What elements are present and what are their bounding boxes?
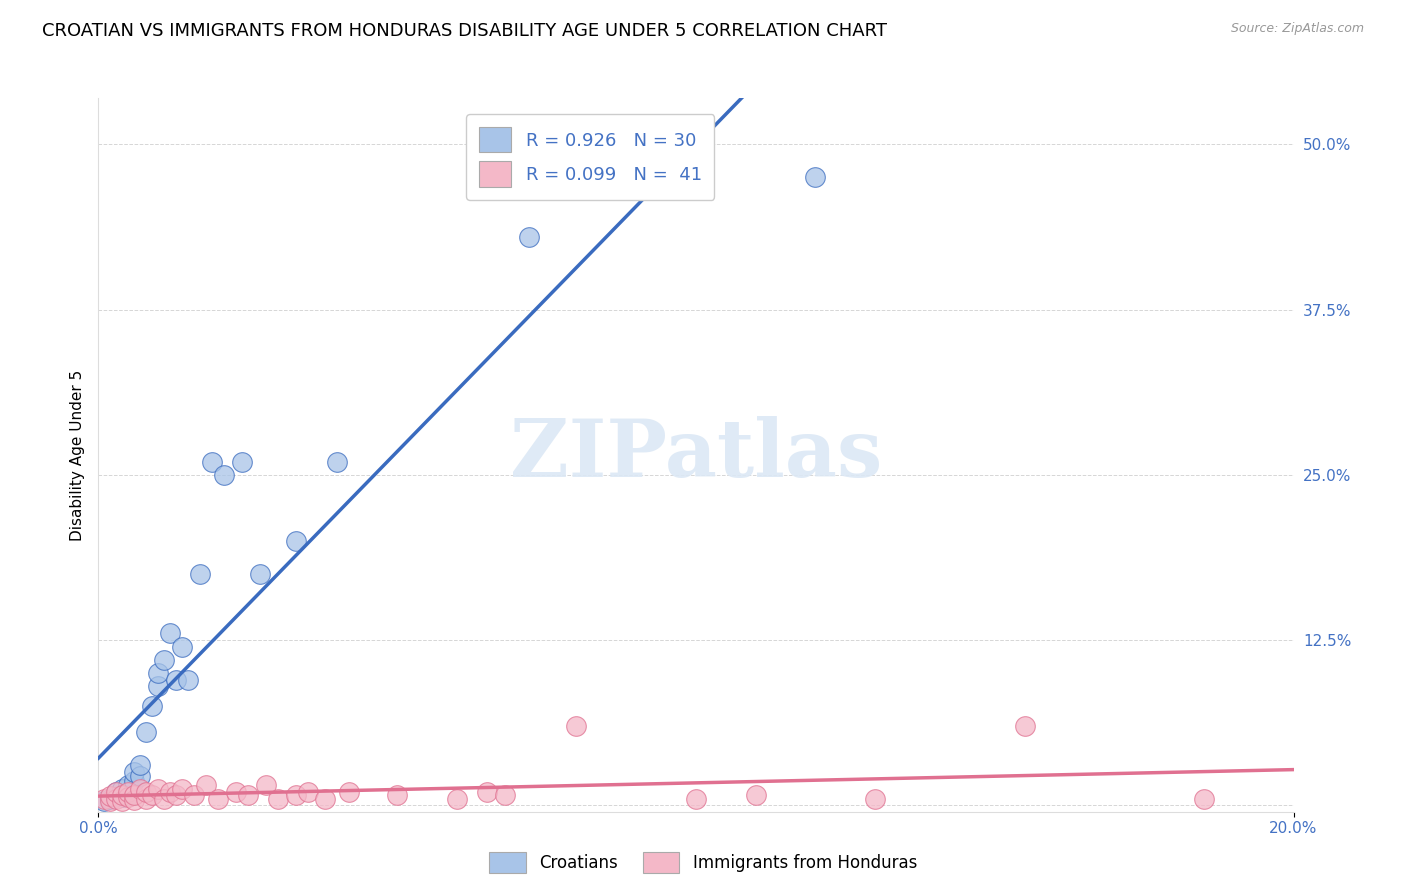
Point [159,785,181,799]
Point [201,454,224,468]
Point [225,785,247,799]
Point [315,791,337,805]
Point [124,774,146,789]
Point [93,791,115,805]
Point [165,673,187,687]
Point [1192,791,1215,805]
Point [207,791,229,805]
Legend: R = 0.926   N = 30, R = 0.099   N =  41: R = 0.926 N = 30, R = 0.099 N = 41 [465,114,714,200]
Point [172,640,194,654]
Point [165,788,187,802]
Point [124,793,146,807]
Point [111,788,134,802]
Point [326,454,349,468]
Point [254,778,277,792]
Point [129,782,152,797]
Point [111,782,134,797]
Point [172,782,194,797]
Point [267,791,290,805]
Point [117,790,139,805]
Text: ZIPatlas: ZIPatlas [510,416,882,494]
Point [141,788,163,802]
Point [98,789,122,803]
Point [153,653,176,667]
Point [183,788,205,802]
Point [135,791,157,805]
Point [236,788,259,802]
Point [117,788,139,802]
Point [475,785,498,799]
Y-axis label: Disability Age Under 5: Disability Age Under 5 [69,369,84,541]
Point [129,758,152,772]
Point [297,785,319,799]
Text: CROATIAN VS IMMIGRANTS FROM HONDURAS DISABILITY AGE UNDER 5 CORRELATION CHART: CROATIAN VS IMMIGRANTS FROM HONDURAS DIS… [42,22,887,40]
Point [212,467,235,482]
Point [745,788,768,802]
Point [93,794,115,808]
Point [153,791,176,805]
Point [249,566,271,581]
Point [1014,719,1036,733]
Point [804,170,827,185]
Point [117,778,139,792]
Point [188,566,211,581]
Point [148,679,170,693]
Point [141,698,163,713]
Point [284,788,307,802]
Point [177,673,200,687]
Point [385,788,409,802]
Point [148,782,170,797]
Point [231,454,253,468]
Point [565,719,588,733]
Point [339,785,361,799]
Point [105,785,128,799]
Point [111,794,134,808]
Point [105,785,128,799]
Point [148,665,170,680]
Point [517,230,540,244]
Point [494,788,516,802]
Point [98,794,122,808]
Point [111,790,134,805]
Point [159,626,181,640]
Point [129,769,152,783]
Point [117,785,139,799]
Point [685,791,707,805]
Text: Source: ZipAtlas.com: Source: ZipAtlas.com [1230,22,1364,36]
Point [98,791,122,805]
Point [865,791,887,805]
Point [124,788,146,802]
Point [105,791,128,805]
Point [135,785,157,799]
Point [124,765,146,780]
Point [284,533,307,548]
Point [135,725,157,739]
Point [105,789,128,803]
Legend: Croatians, Immigrants from Honduras: Croatians, Immigrants from Honduras [482,846,924,880]
Point [446,791,468,805]
Point [195,778,218,792]
